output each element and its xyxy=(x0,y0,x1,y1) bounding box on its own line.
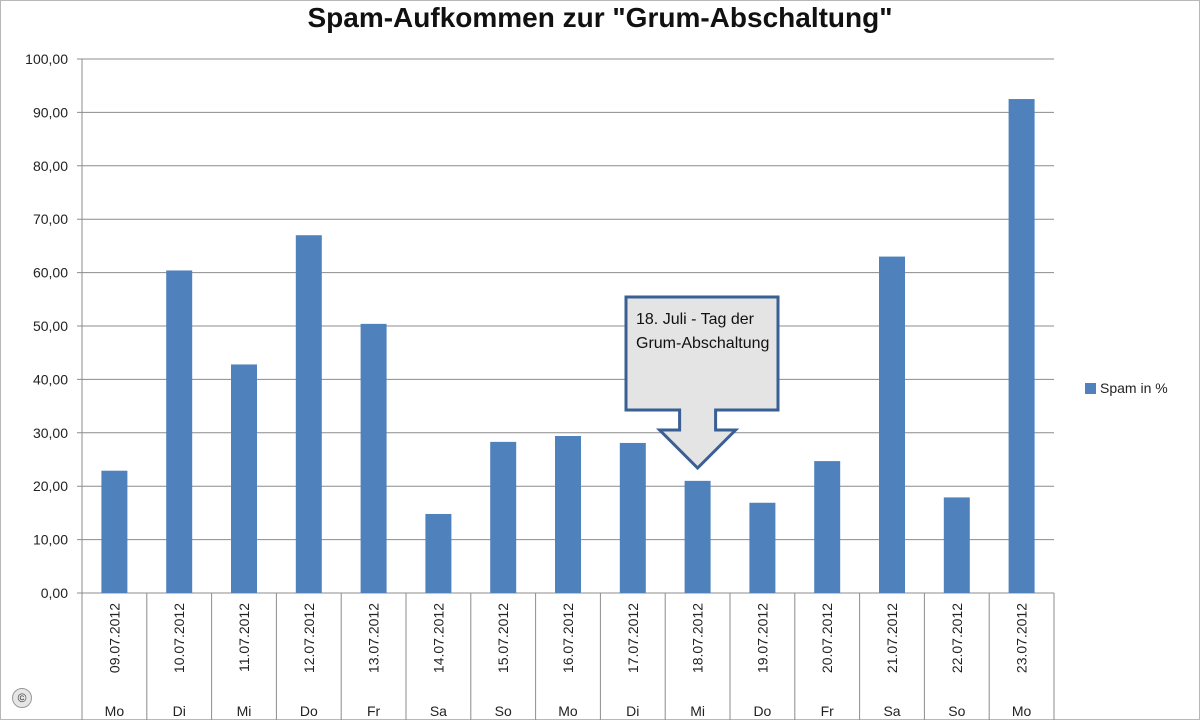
y-tick-label: 30,00 xyxy=(33,425,68,441)
x-tick-label: 11.07.2012 xyxy=(236,603,252,672)
bar xyxy=(425,513,452,593)
weekday-label: Mo xyxy=(1012,703,1032,719)
bar xyxy=(166,270,193,593)
bar xyxy=(943,497,970,593)
bar xyxy=(749,502,776,593)
weekday-label: Do xyxy=(753,703,771,719)
bar xyxy=(360,323,387,593)
y-tick-label: 40,00 xyxy=(33,371,68,387)
weekday-label: Mo xyxy=(558,703,578,719)
weekday-label: Fr xyxy=(367,703,381,719)
x-tick-label: 21.07.2012 xyxy=(884,603,900,673)
x-tick-label: 19.07.2012 xyxy=(754,603,770,673)
x-tick-label: 14.07.2012 xyxy=(430,603,446,673)
x-tick-label: 23.07.2012 xyxy=(1014,603,1030,673)
bar xyxy=(555,436,581,593)
y-tick-label: 10,00 xyxy=(33,532,68,548)
y-tick-label: 60,00 xyxy=(33,265,68,281)
weekday-label: So xyxy=(495,703,512,719)
y-tick-label: 70,00 xyxy=(33,211,68,227)
copyright-icon: © xyxy=(12,688,32,708)
weekday-label: Mi xyxy=(237,703,252,719)
x-tick-label: 09.07.2012 xyxy=(106,603,122,673)
x-tick-label: 13.07.2012 xyxy=(366,603,382,673)
bar xyxy=(814,461,841,593)
chart-legend: Spam in % xyxy=(1085,380,1168,396)
weekday-label: Di xyxy=(626,703,639,719)
weekday-label: Sa xyxy=(430,703,447,719)
y-tick-label: 20,00 xyxy=(33,478,68,494)
x-tick-label: 18.07.2012 xyxy=(690,603,706,673)
y-tick-label: 90,00 xyxy=(33,104,68,120)
y-tick-label: 80,00 xyxy=(33,158,68,174)
weekday-label: Di xyxy=(173,703,186,719)
x-tick-label: 20.07.2012 xyxy=(819,603,835,673)
bar xyxy=(879,256,905,593)
x-tick-label: 17.07.2012 xyxy=(625,603,641,673)
x-tick-label: 16.07.2012 xyxy=(560,603,576,673)
weekday-label: So xyxy=(948,703,965,719)
x-tick-label: 12.07.2012 xyxy=(301,603,317,673)
annotation-callout xyxy=(624,295,780,471)
bar xyxy=(619,442,646,593)
y-tick-label: 50,00 xyxy=(33,318,68,334)
weekday-label: Mo xyxy=(105,703,125,719)
bar xyxy=(231,364,257,593)
weekday-label: Sa xyxy=(883,703,900,719)
legend-swatch xyxy=(1085,382,1096,394)
y-tick-label: 0,00 xyxy=(41,585,68,601)
bar xyxy=(1008,99,1035,594)
x-tick-label: 10.07.2012 xyxy=(171,603,187,673)
annotation-text: 18. Juli - Tag der Grum-Abschaltung xyxy=(636,311,770,352)
bar xyxy=(490,441,517,593)
y-tick-label: 100,00 xyxy=(25,51,68,67)
bar xyxy=(684,480,711,593)
legend-label: Spam in % xyxy=(1100,380,1168,396)
weekday-label: Do xyxy=(300,703,318,719)
bar xyxy=(295,235,322,593)
chart-title: Spam-Aufkommen zur "Grum-Abschaltung" xyxy=(307,2,893,33)
weekday-label: Mi xyxy=(690,703,705,719)
weekday-label: Fr xyxy=(821,703,835,719)
bar xyxy=(101,470,128,593)
x-tick-label: 15.07.2012 xyxy=(495,603,511,673)
x-tick-label: 22.07.2012 xyxy=(949,603,965,673)
